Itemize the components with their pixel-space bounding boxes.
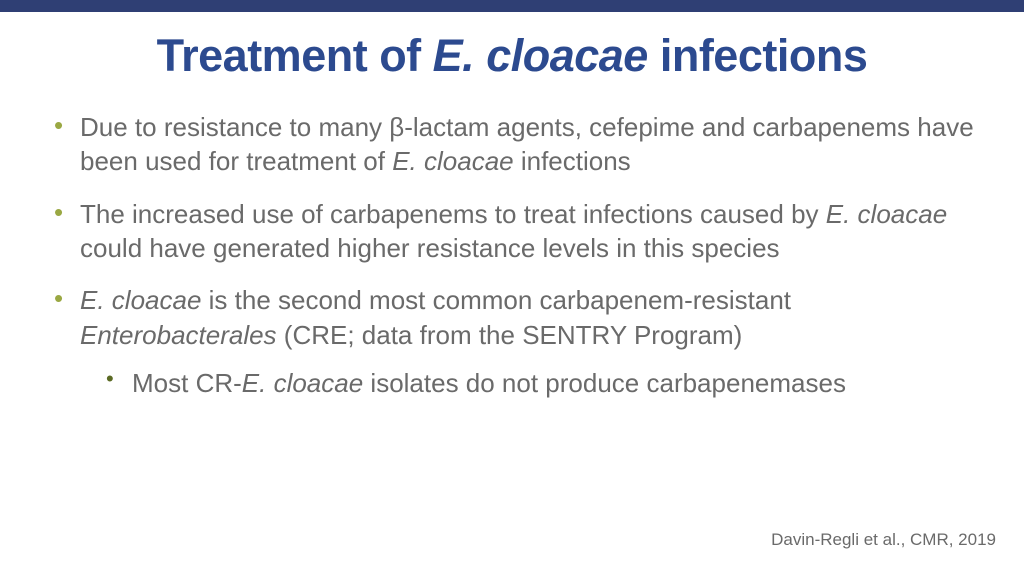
- bullet-item: E. cloacae is the second most common car…: [48, 283, 976, 400]
- text-segment: E. cloacae: [242, 368, 363, 398]
- sub-bullet-item: Most CR-E. cloacae isolates do not produ…: [100, 366, 976, 400]
- bullet-list: Due to resistance to many β-lactam agent…: [48, 110, 976, 400]
- text-segment: Most CR-: [132, 368, 242, 398]
- text-segment: E. cloacae: [826, 199, 947, 229]
- text-segment: isolates do not produce carbapenemases: [363, 368, 846, 398]
- text-segment: is the second most common carbapenem-res…: [201, 285, 791, 315]
- top-bar: [0, 0, 1024, 12]
- slide-body: Due to resistance to many β-lactam agent…: [0, 92, 1024, 400]
- bullet-item: The increased use of carbapenems to trea…: [48, 197, 976, 266]
- citation: Davin-Regli et al., CMR, 2019: [771, 530, 996, 550]
- text-segment: E. cloacae: [80, 285, 201, 315]
- title-part1: Treatment of: [157, 30, 433, 81]
- text-segment: could have generated higher resistance l…: [80, 233, 780, 263]
- text-segment: infections: [514, 146, 631, 176]
- text-segment: (CRE; data from the SENTRY Program): [277, 320, 743, 350]
- title-italic: E. cloacae: [433, 30, 648, 81]
- text-segment: The increased use of carbapenems to trea…: [80, 199, 826, 229]
- bullet-item: Due to resistance to many β-lactam agent…: [48, 110, 976, 179]
- text-segment: E. cloacae: [392, 146, 513, 176]
- text-segment: Enterobacterales: [80, 320, 277, 350]
- slide-title: Treatment of E. cloacae infections: [0, 12, 1024, 92]
- title-part2: infections: [648, 30, 868, 81]
- sub-bullet-list: Most CR-E. cloacae isolates do not produ…: [80, 366, 976, 400]
